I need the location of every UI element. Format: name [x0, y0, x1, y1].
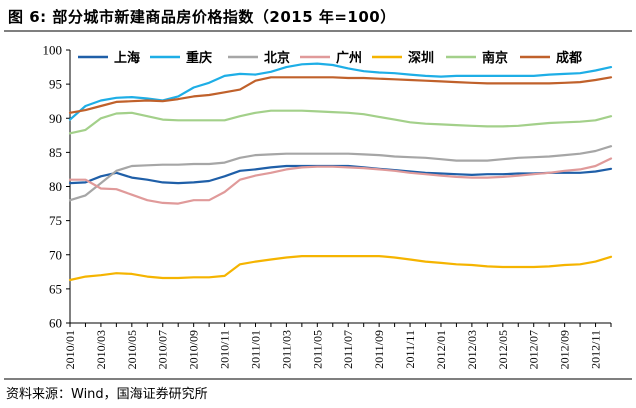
legend-label-4: 广州	[336, 50, 362, 66]
x-tick-label: 2010/01	[63, 330, 77, 369]
x-tick-label: 2010/09	[187, 330, 201, 369]
legend-label-6: 南京	[482, 50, 508, 66]
series-lines	[68, 62, 613, 282]
x-tick-label: 2010/07	[156, 330, 170, 369]
y-tick-label: 60	[49, 316, 62, 331]
chart-title: 图 6: 部分城市新建商品房价格指数（2015 年=100）	[8, 8, 396, 26]
source-note: 资料来源：Wind，国海证券研究所	[6, 387, 208, 402]
x-tick-label: 2011/09	[372, 330, 386, 369]
y-tick-label: 95	[49, 77, 62, 92]
x-tick-label: 2012/11	[589, 330, 603, 369]
y-tick-label: 80	[49, 179, 62, 194]
legend-label-5: 深圳	[408, 50, 434, 66]
y-tick-label: 100	[43, 43, 63, 58]
x-tick-label: 2011/01	[248, 330, 262, 369]
x-tick-label: 2011/11	[403, 330, 417, 368]
x-tick-label: 2012/01	[434, 330, 448, 369]
y-tick-label: 75	[49, 213, 62, 228]
x-tick-label: 2011/05	[310, 330, 324, 369]
footer-divider	[4, 378, 632, 380]
x-tick-label: 2012/03	[465, 330, 479, 369]
series-line-7	[68, 76, 613, 114]
x-tick-label: 2011/03	[279, 330, 293, 369]
chart-axes: 60 65 70 75 80 85 90 95 100 2010/01 2010/03 2010/05…	[43, 43, 612, 369]
legend-label-3: 北京	[264, 50, 290, 66]
x-tick-label: 2012/07	[527, 330, 541, 369]
x-tick-label: 2010/05	[125, 330, 139, 369]
x-tick-label: 2010/03	[94, 330, 108, 369]
series-line-2	[68, 62, 613, 121]
legend-label-1: 上海	[114, 50, 140, 66]
y-tick-label: 65	[49, 281, 62, 296]
x-tick-label: 2010/11	[218, 330, 232, 369]
y-tick-label: 85	[49, 145, 62, 160]
legend-label-2: 重庆	[186, 50, 212, 66]
x-tick-label: 2012/09	[558, 330, 572, 369]
y-tick-label: 70	[49, 247, 62, 262]
series-line-4	[68, 157, 613, 205]
legend-label-7: 成都	[556, 50, 582, 66]
series-line-3	[68, 145, 613, 202]
x-tick-label: 2011/07	[341, 330, 355, 369]
series-line-5	[68, 255, 613, 282]
title-divider	[4, 30, 632, 32]
x-tick-label: 2012/05	[496, 330, 510, 369]
y-tick-label: 90	[49, 111, 62, 126]
chart-legend: 上海 重庆 北京 广州 深圳 南京 成都	[78, 50, 582, 66]
series-line-6	[68, 109, 613, 135]
